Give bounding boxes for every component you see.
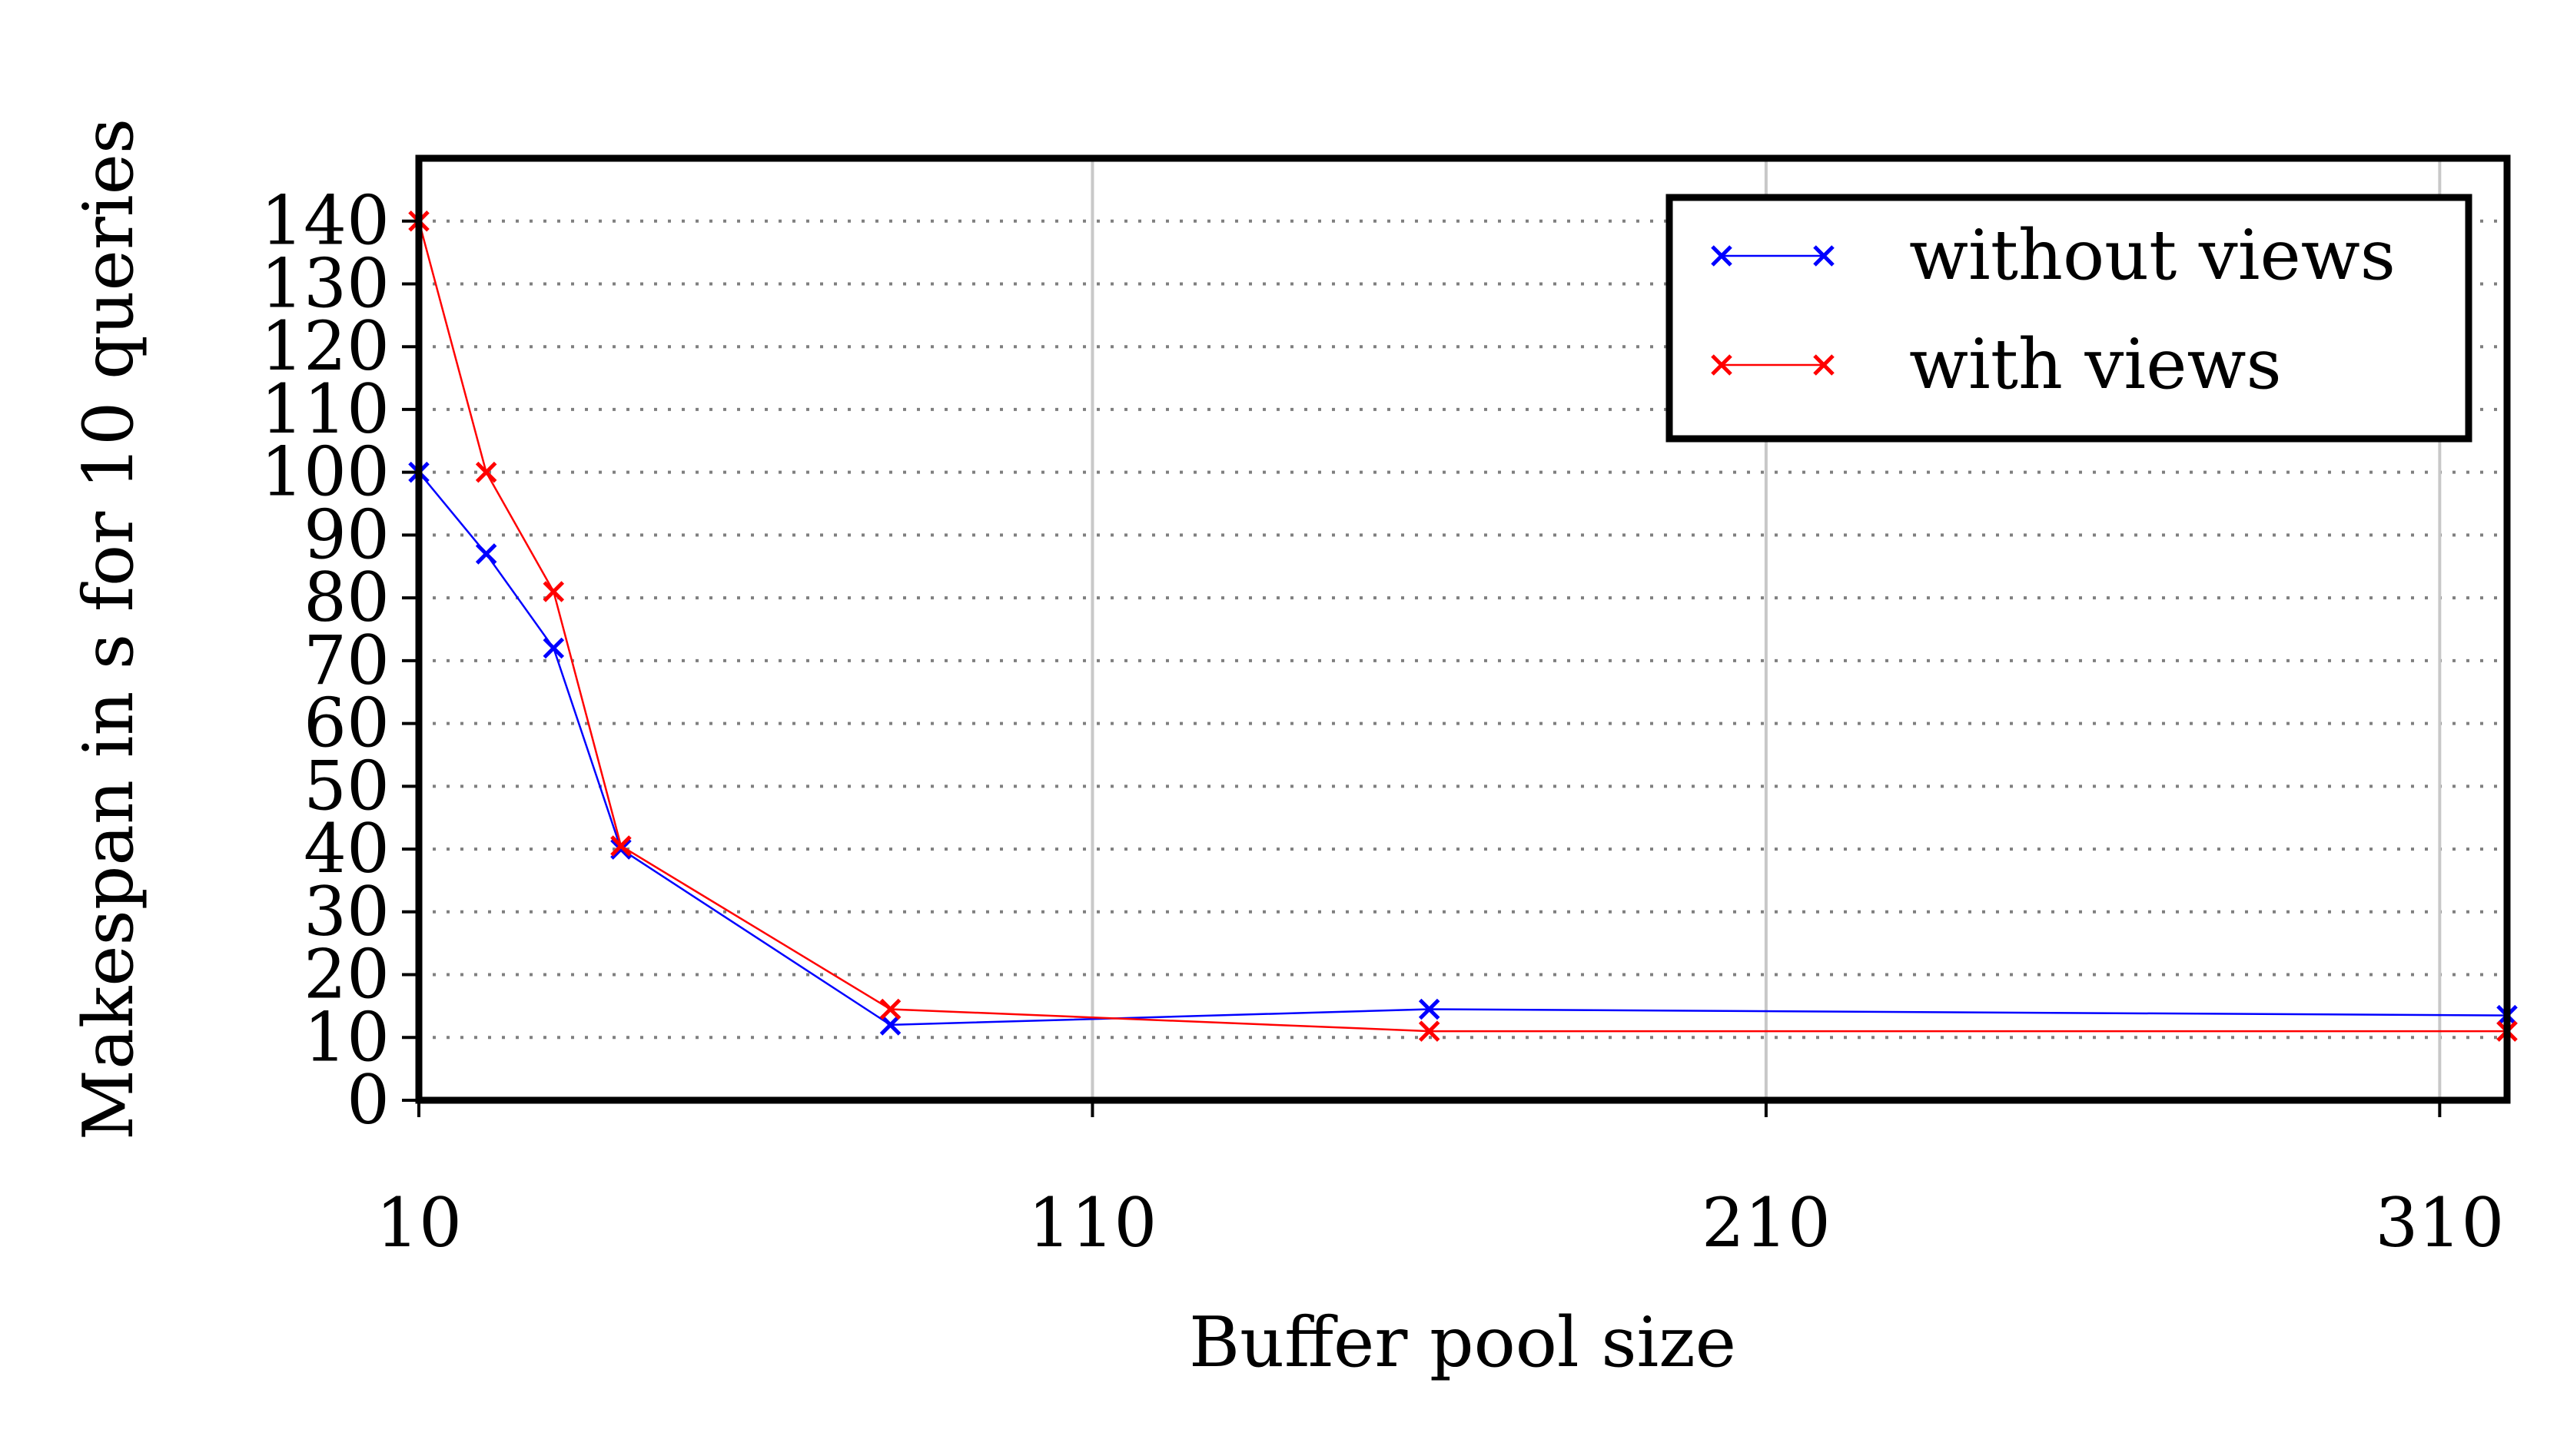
- data-point-with-views: [475, 461, 497, 483]
- data-series: [408, 210, 2518, 1042]
- data-point-without-views: [1418, 998, 1440, 1020]
- legend: without views with views: [1665, 194, 2472, 443]
- legend-marker-with-views: [1711, 354, 1732, 376]
- data-point-with-views: [610, 835, 632, 857]
- y-tick-label: 110: [261, 370, 390, 449]
- y-tick-label: 50: [304, 746, 390, 825]
- y-axis-label: Makespan in s for 10 queries: [68, 118, 149, 1140]
- legend-marker-without-views: [1813, 245, 1835, 267]
- x-tick-label: 110: [1028, 1183, 1157, 1262]
- data-point-without-views: [475, 543, 497, 565]
- y-tick-label: 100: [261, 433, 390, 512]
- legend-marker-without-views: [1711, 245, 1732, 267]
- y-tick-label: 40: [304, 809, 390, 888]
- x-axis-label: Buffer pool size: [1189, 1302, 1736, 1383]
- x-tick-label: 310: [2375, 1183, 2504, 1262]
- legend-label-with-views: with views: [1909, 324, 2282, 405]
- y-tick-label: 30: [304, 872, 390, 951]
- y-tick-label: 10: [304, 997, 390, 1076]
- y-tick-label: 0: [347, 1060, 390, 1139]
- legend-box: [1665, 194, 2472, 443]
- data-point-without-views: [610, 838, 632, 860]
- y-tick-label: 20: [304, 935, 390, 1014]
- y-tick-label: 120: [261, 307, 390, 386]
- legend-label-without-views: without views: [1909, 215, 2396, 296]
- data-point-without-views: [879, 1014, 902, 1036]
- plot-frame: [415, 154, 2511, 1104]
- y-tick-label: 130: [261, 244, 390, 323]
- data-point-with-views: [543, 581, 565, 602]
- y-tick-label: 140: [261, 181, 390, 260]
- grid-lines: [419, 158, 2507, 1100]
- data-point-with-views: [1418, 1020, 1440, 1042]
- data-point-with-views: [879, 998, 902, 1020]
- x-tick-label: 210: [1702, 1183, 1831, 1262]
- legend-marker-with-views: [1813, 354, 1835, 376]
- series-line-without-views: [418, 471, 2508, 1026]
- y-tick-label: 90: [304, 495, 390, 574]
- y-tick-label: 80: [304, 558, 390, 637]
- y-tick-label: 70: [304, 621, 390, 700]
- y-tick-label: 60: [304, 684, 390, 763]
- data-point-without-views: [543, 637, 565, 659]
- x-tick-label: 10: [376, 1183, 462, 1262]
